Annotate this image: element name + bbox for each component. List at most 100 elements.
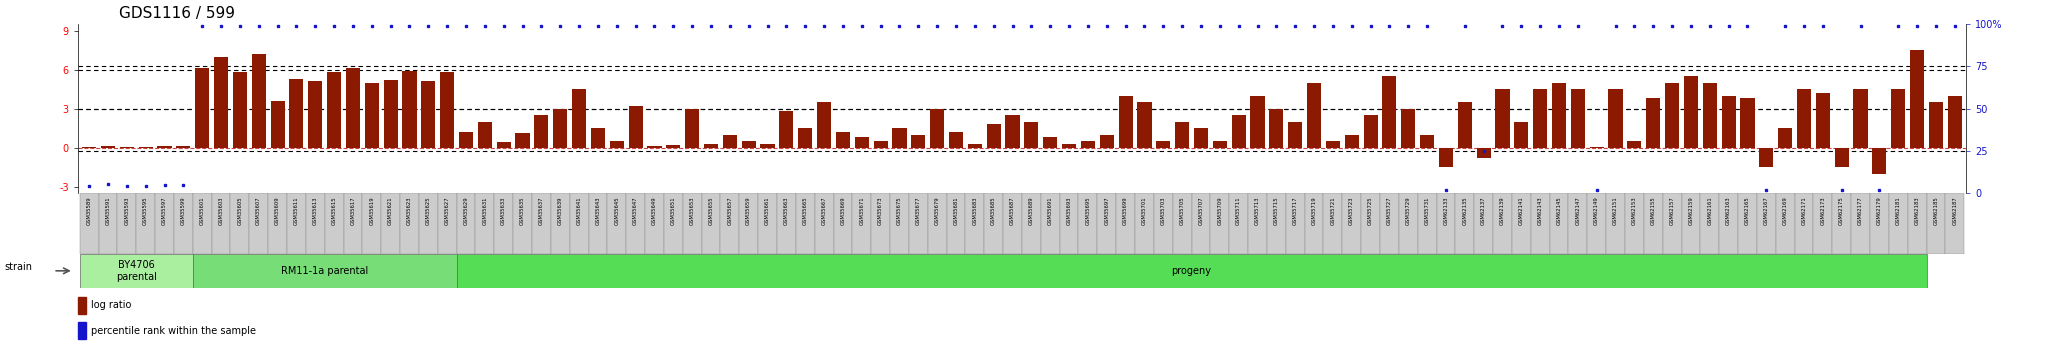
Bar [1948,96,1962,148]
Bar [381,193,399,254]
Bar [1853,89,1868,148]
Bar [686,109,698,148]
Bar [344,193,362,254]
Bar [270,101,285,148]
Text: GSM62133: GSM62133 [1444,196,1448,225]
Text: GSM35647: GSM35647 [633,196,639,225]
Bar [457,254,1927,288]
Bar [1192,193,1210,254]
Bar [1268,193,1286,254]
Bar [498,142,510,148]
Text: GSM35697: GSM35697 [1104,196,1110,225]
Bar [1401,109,1415,148]
Text: GSM35627: GSM35627 [444,196,451,225]
Bar [758,193,776,254]
Bar [1006,115,1020,148]
Text: GSM35675: GSM35675 [897,196,901,225]
Text: GSM35711: GSM35711 [1237,196,1241,225]
Bar [1475,193,1493,254]
Text: GSM35715: GSM35715 [1274,196,1278,225]
Text: RM11-1a parental: RM11-1a parental [281,266,369,276]
Bar [268,193,287,254]
Bar [1628,141,1642,148]
Bar [1153,193,1174,254]
Bar [1681,193,1700,254]
Bar [174,193,193,254]
Bar [1419,135,1434,148]
Text: GSM35619: GSM35619 [369,196,375,225]
Bar [1511,193,1530,254]
Text: GSM35681: GSM35681 [954,196,958,225]
Bar [1042,137,1057,148]
Bar [457,193,475,254]
Text: GSM35687: GSM35687 [1010,196,1016,225]
Bar [702,193,721,254]
Bar [1135,193,1153,254]
Text: GSM35727: GSM35727 [1386,196,1393,225]
Text: GSM35597: GSM35597 [162,196,168,225]
Text: GSM62149: GSM62149 [1593,196,1599,225]
Text: GSM35655: GSM35655 [709,196,713,225]
Text: GSM35637: GSM35637 [539,196,545,225]
Bar [1116,193,1135,254]
Text: GSM35643: GSM35643 [596,196,600,225]
Text: GSM62183: GSM62183 [1915,196,1919,225]
Text: GSM35591: GSM35591 [106,196,111,225]
Bar [307,81,322,148]
Bar [1589,147,1604,148]
Text: GSM35701: GSM35701 [1143,196,1147,225]
Text: GSM35611: GSM35611 [295,196,299,225]
Bar [776,193,797,254]
Bar [741,141,756,148]
Bar [930,109,944,148]
Bar [193,254,457,288]
Text: GSM35601: GSM35601 [201,196,205,225]
Text: GSM62155: GSM62155 [1651,196,1655,225]
Bar [1552,83,1567,148]
Bar [1417,193,1436,254]
Bar [1513,122,1528,148]
Bar [1759,148,1774,167]
Bar [365,83,379,148]
Bar [1835,148,1849,167]
Text: GSM35707: GSM35707 [1198,196,1204,225]
Text: GSM62163: GSM62163 [1726,196,1731,225]
Bar [1212,141,1227,148]
Bar [477,122,492,148]
Text: percentile rank within the sample: percentile rank within the sample [90,326,256,336]
Bar [817,102,831,148]
Bar [1718,193,1739,254]
Bar [1683,76,1698,148]
Bar [80,193,98,254]
Bar [420,193,438,254]
Bar [1307,83,1321,148]
Text: GSM62153: GSM62153 [1632,196,1636,225]
Bar [346,68,360,148]
Bar [739,193,758,254]
Bar [1569,193,1587,254]
Text: GSM62147: GSM62147 [1575,196,1581,225]
Bar [98,193,117,254]
Bar [909,193,928,254]
Bar [1022,193,1040,254]
Bar [1231,115,1245,148]
Text: GSM35663: GSM35663 [784,196,788,225]
Bar [1346,135,1358,148]
Bar [328,72,342,148]
Text: log ratio: log ratio [90,300,131,310]
Text: GSM62185: GSM62185 [1933,196,1937,225]
Bar [1305,193,1323,254]
Bar [1364,115,1378,148]
Text: GSM35617: GSM35617 [350,196,356,225]
Bar [1399,193,1417,254]
Bar [760,144,774,148]
Text: GSM35709: GSM35709 [1217,196,1223,225]
Bar [1341,193,1362,254]
Bar [1495,89,1509,148]
Text: GSM35671: GSM35671 [860,196,864,225]
Bar [1362,193,1380,254]
Bar [1100,135,1114,148]
Bar [362,193,381,254]
Text: GSM35631: GSM35631 [483,196,487,225]
Bar [985,193,1004,254]
